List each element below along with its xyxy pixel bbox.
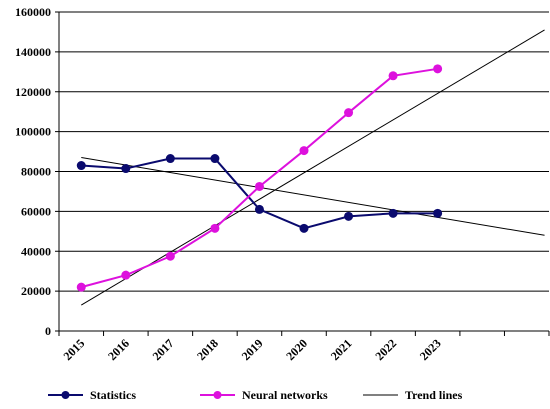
y-tick-label: 40000 xyxy=(21,244,51,258)
y-tick-label: 0 xyxy=(45,324,51,338)
grid-lines xyxy=(59,11,549,292)
trend-lines xyxy=(81,29,545,306)
legend-label-neural-networks: Neural networks xyxy=(242,388,328,402)
data-point-neural-networks xyxy=(210,223,220,233)
data-point-neural-networks xyxy=(299,146,309,156)
x-tick-label: 2020 xyxy=(283,336,310,363)
data-point-statistics xyxy=(165,154,175,164)
y-tick-label: 80000 xyxy=(21,165,51,179)
data-point-neural-networks xyxy=(165,251,175,261)
y-tick-label: 60000 xyxy=(21,204,51,218)
y-axis-tick-labels: 0 20000 40000 60000 80000 100000 120000 140000 1… xyxy=(15,5,51,338)
y-tick-label: 120000 xyxy=(15,85,51,99)
data-point-neural-networks xyxy=(121,270,131,280)
x-tick-label: 2023 xyxy=(417,336,444,363)
trend-line xyxy=(81,157,545,236)
data-point-statistics xyxy=(121,164,131,174)
data-point-statistics xyxy=(299,223,309,233)
x-tick-label: 2021 xyxy=(328,336,355,363)
legend-label-statistics: Statistics xyxy=(90,388,136,402)
data-point-statistics xyxy=(344,211,354,221)
series-line-neural-networks xyxy=(81,67,438,289)
legend-label-trend-lines: Trend lines xyxy=(405,388,463,402)
data-point-neural-networks xyxy=(388,71,398,81)
y-tick-label: 100000 xyxy=(15,125,51,139)
trend-line xyxy=(81,29,545,306)
y-tick-label: 160000 xyxy=(15,5,51,19)
x-tick-label: 2015 xyxy=(61,336,88,363)
data-point-neural-networks xyxy=(254,181,264,191)
data-point-statistics xyxy=(76,161,86,171)
y-tick-label: 140000 xyxy=(15,45,51,59)
data-point-neural-networks xyxy=(433,64,443,74)
series-group xyxy=(76,64,443,292)
data-point-statistics xyxy=(388,208,398,218)
x-tick-label: 2018 xyxy=(194,336,221,363)
data-point-statistics xyxy=(254,204,264,214)
x-tick-label: 2022 xyxy=(372,336,399,363)
y-tick-label: 20000 xyxy=(21,284,51,298)
x-tick-label: 2019 xyxy=(239,336,266,363)
legend: Statistics Neural networks Trend lines xyxy=(48,388,463,402)
data-point-neural-networks xyxy=(76,282,86,292)
x-tick-label: 2016 xyxy=(105,336,132,363)
data-point-neural-networks xyxy=(344,108,354,118)
legend-marker-statistics xyxy=(61,391,70,399)
x-tick-label: 2017 xyxy=(150,336,177,363)
axes xyxy=(55,11,550,336)
x-axis-tick-labels: 2015 2016 2017 2018 2019 2020 2021 2022 2023 xyxy=(61,336,444,363)
data-point-statistics xyxy=(433,208,443,218)
data-point-statistics xyxy=(210,154,220,164)
series-line-statistics xyxy=(81,157,438,230)
legend-marker-neural-networks xyxy=(213,391,222,399)
